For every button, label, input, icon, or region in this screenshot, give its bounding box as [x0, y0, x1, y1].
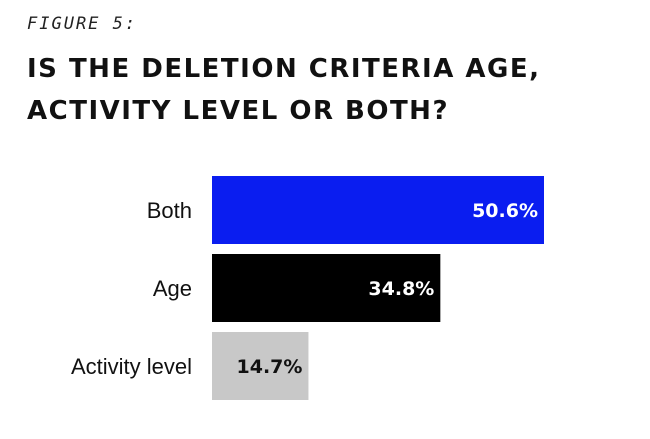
bar-both — [212, 176, 544, 244]
value-label: 50.6% — [472, 200, 538, 222]
value-label: 34.8% — [368, 278, 434, 300]
chart-title: IS THE DELETION CRITERIA AGE, ACTIVITY L… — [27, 54, 541, 126]
category-label: Age — [153, 276, 192, 301]
category-label: Both — [147, 198, 192, 223]
figure-label: FIGURE 5: — [27, 14, 138, 34]
bar-activity-level — [212, 332, 309, 400]
bar-age — [212, 254, 441, 322]
value-label: 14.7% — [237, 356, 303, 378]
category-label: Activity level — [71, 354, 192, 379]
